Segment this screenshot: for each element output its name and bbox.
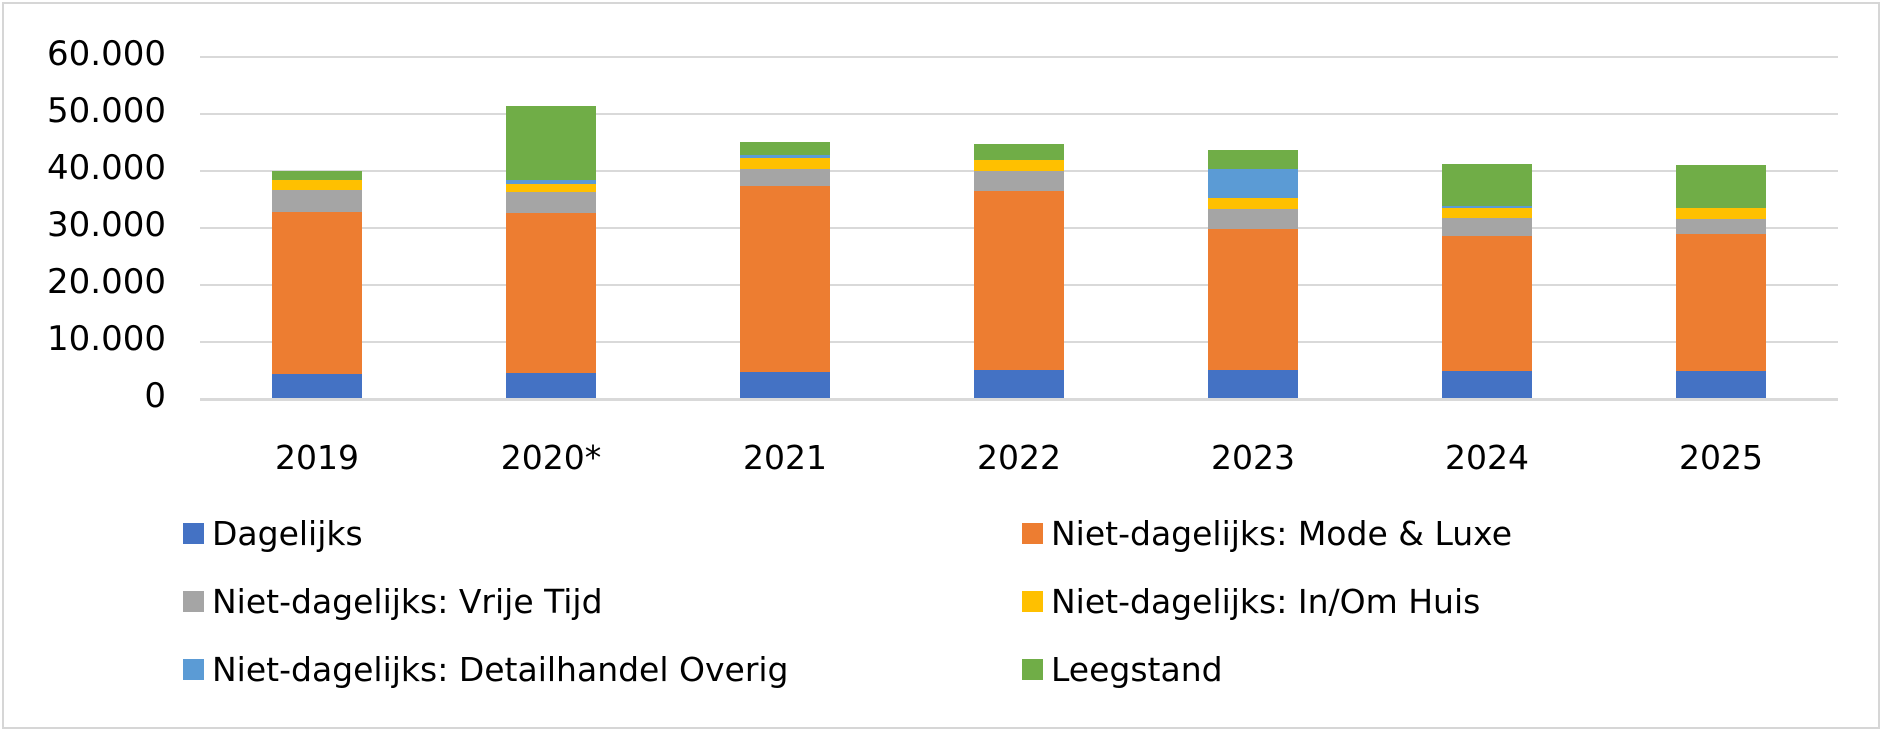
bar-segment-in-om-huis [740, 158, 830, 169]
y-axis-tick-label: 30.000 [47, 205, 166, 245]
gridline [200, 56, 1838, 58]
bar-segment-mode-luxe [1208, 228, 1298, 371]
legend-swatch-detailhandel-overig [183, 658, 204, 680]
bar-segment-in-om-huis [1208, 197, 1298, 210]
bar-segment-mode-luxe [740, 185, 830, 372]
y-axis-tick-label: 40.000 [47, 148, 166, 188]
legend-swatch-leegstand [1022, 658, 1043, 680]
legend-item-detailhandel-overig: Niet-dagelijks: Detailhandel Overig [183, 648, 789, 690]
bar-segment-leegstand [1676, 165, 1766, 209]
x-axis: 2019 2020* 2021 2022 2023 2024 2025 [200, 441, 1838, 474]
legend-label: Niet-dagelijks: Detailhandel Overig [212, 649, 789, 689]
bar-segment-detailhandel-overig [506, 180, 596, 184]
x-axis-label: 2019 [275, 438, 359, 477]
bar-segment-leegstand [272, 170, 362, 180]
bar-segment-vrije-tijd [506, 191, 596, 213]
bar-segment-detailhandel-overig [1442, 206, 1532, 209]
bar-segment-dagelijks [506, 373, 596, 398]
bar-segment-mode-luxe [506, 212, 596, 374]
x-axis-label: 2025 [1679, 438, 1763, 477]
legend-label: Leegstand [1051, 649, 1223, 689]
y-axis-tick-label: 50.000 [47, 91, 166, 131]
legend-item-mode-luxe: Niet-dagelijks: Mode & Luxe [1022, 512, 1512, 554]
bar-segment-vrije-tijd [1676, 218, 1766, 234]
bar-segment-dagelijks [1676, 371, 1766, 398]
legend-item-leegstand: Leegstand [1022, 648, 1223, 690]
stacked-bar-2024 [1442, 56, 1532, 398]
bar-slot-2020 [434, 56, 668, 398]
stacked-bar-2023 [1208, 56, 1298, 398]
legend: Dagelijks Niet-dagelijks: Mode & Luxe Niet… [4, 4, 1878, 727]
bar-segment-mode-luxe [1676, 233, 1766, 372]
stacked-bar-2022 [974, 56, 1064, 398]
bar-segment-dagelijks [272, 373, 362, 398]
bar-segment-leegstand [506, 105, 596, 181]
bar-slot-2024 [1370, 56, 1604, 398]
bar-segment-leegstand [1208, 150, 1298, 169]
bar-segment-leegstand [740, 141, 830, 156]
bar-segment-in-om-huis [1676, 208, 1766, 219]
bar-segment-mode-luxe [974, 190, 1064, 371]
legend-label: Dagelijks [212, 513, 363, 553]
legend-swatch-mode-luxe [1022, 522, 1043, 544]
x-axis-label: 2021 [743, 438, 827, 477]
legend-label: Niet-dagelijks: Mode & Luxe [1051, 513, 1513, 553]
bar-segment-mode-luxe [272, 211, 362, 374]
bar-segment-dagelijks [740, 371, 830, 398]
y-axis-tick-label: 60.000 [47, 34, 166, 74]
stacked-bar-2025 [1676, 56, 1766, 398]
bars-row [200, 56, 1838, 398]
x-axis-label: 2022 [977, 438, 1061, 477]
legend-label: Niet-dagelijks: Vrije Tijd [212, 581, 603, 621]
y-axis-tick-label: 0 [144, 376, 166, 416]
bar-segment-detailhandel-overig [1208, 168, 1298, 198]
bar-segment-vrije-tijd [1442, 217, 1532, 236]
gridline [200, 398, 1838, 401]
legend-item-in-om-huis: Niet-dagelijks: In/Om Huis [1022, 580, 1480, 622]
bar-slot-2025 [1604, 56, 1838, 398]
bar-segment-in-om-huis [974, 160, 1064, 172]
y-axis-tick-label: 10.000 [47, 319, 166, 359]
bar-segment-dagelijks [1442, 371, 1532, 398]
legend-label: Niet-dagelijks: In/Om Huis [1051, 581, 1481, 621]
bar-segment-vrije-tijd [740, 168, 830, 186]
legend-item-dagelijks: Dagelijks [183, 512, 363, 554]
bar-slot-2019 [200, 56, 434, 398]
stacked-bar-2021 [740, 56, 830, 398]
gridline [200, 113, 1838, 115]
bar-segment-in-om-huis [506, 184, 596, 192]
bar-segment-dagelijks [1208, 370, 1298, 398]
bar-segment-vrije-tijd [1208, 209, 1298, 229]
legend-item-vrije-tijd: Niet-dagelijks: Vrije Tijd [183, 580, 603, 622]
bar-segment-vrije-tijd [974, 171, 1064, 191]
bar-segment-in-om-huis [1442, 208, 1532, 218]
x-axis-label: 2020* [500, 438, 602, 477]
bar-segment-dagelijks [974, 370, 1064, 398]
bar-slot-2023 [1136, 56, 1370, 398]
bar-segment-vrije-tijd [272, 189, 362, 212]
stacked-bar-2019 [272, 56, 362, 398]
y-axis-tick-label: 20.000 [47, 262, 166, 302]
bar-segment-in-om-huis [272, 180, 362, 190]
bar-segment-leegstand [1442, 164, 1532, 207]
bar-segment-leegstand [974, 143, 1064, 161]
bar-segment-mode-luxe [1442, 235, 1532, 372]
bar-slot-2021 [668, 56, 902, 398]
legend-swatch-vrije-tijd [183, 590, 204, 612]
legend-swatch-dagelijks [183, 522, 204, 544]
bar-slot-2022 [902, 56, 1136, 398]
bar-segment-detailhandel-overig [740, 155, 830, 159]
x-axis-label: 2024 [1445, 438, 1529, 477]
legend-swatch-in-om-huis [1022, 590, 1043, 612]
x-axis-label: 2023 [1211, 438, 1295, 477]
stacked-bar-2020 [506, 56, 596, 398]
